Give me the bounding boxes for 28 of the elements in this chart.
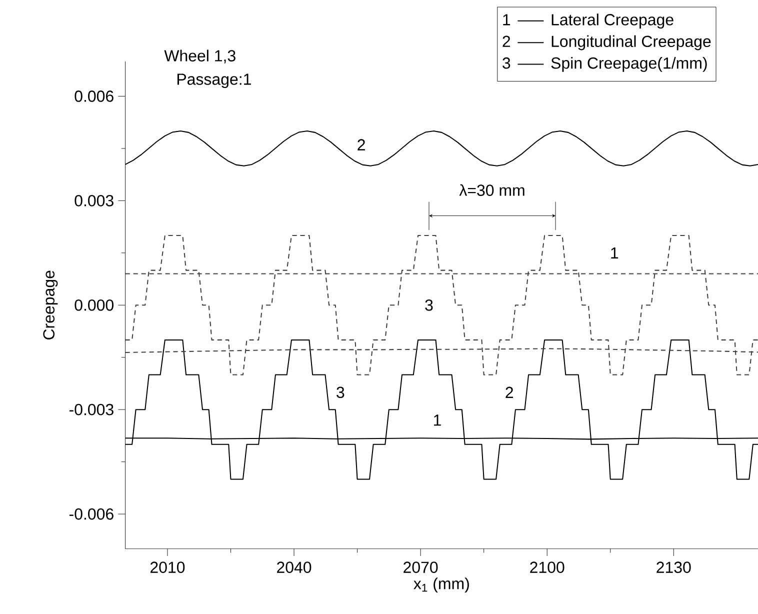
text: 2 [502, 36, 510, 47]
x-tick-label: 2130 [656, 562, 691, 573]
annotation: 3 [336, 386, 344, 398]
x-tick-label: 2040 [277, 562, 312, 573]
y-tick-label: 0.000 [74, 299, 114, 311]
legend-label: Spin Creepage(1/mm) [551, 56, 707, 72]
y-tick-label: 0.003 [74, 194, 114, 206]
chart-title: Wheel 1,3 [164, 50, 236, 64]
x-axis-title: x$_{1}$ (mm) [414, 577, 469, 592]
line-series [125, 234, 758, 376]
annotation: 3 [502, 57, 510, 69]
y-axis-title: Creepage [43, 270, 58, 340]
annotation: 1 [611, 247, 618, 258]
annotation: 3 [425, 299, 433, 311]
x-tick-label: 2070 [404, 562, 438, 573]
legend-label: Lateral Creepage [552, 14, 674, 28]
annotation: 1 [434, 414, 441, 426]
annotation: 2 [506, 386, 513, 398]
annotation: 2 [358, 139, 365, 150]
legend-label: Longitudinal Creepage [552, 35, 711, 50]
text: Passage:1 [177, 74, 251, 88]
y-tick-label: 0.006 [74, 90, 114, 102]
annotation: λ=30 mm [459, 184, 524, 196]
x-tick-label: 2010 [150, 562, 185, 573]
y-tick-label: -0.006 [69, 508, 114, 520]
y-tick-label: -0.003 [69, 404, 114, 416]
text: 1 [503, 14, 510, 26]
x-tick-label: 2100 [530, 562, 564, 573]
